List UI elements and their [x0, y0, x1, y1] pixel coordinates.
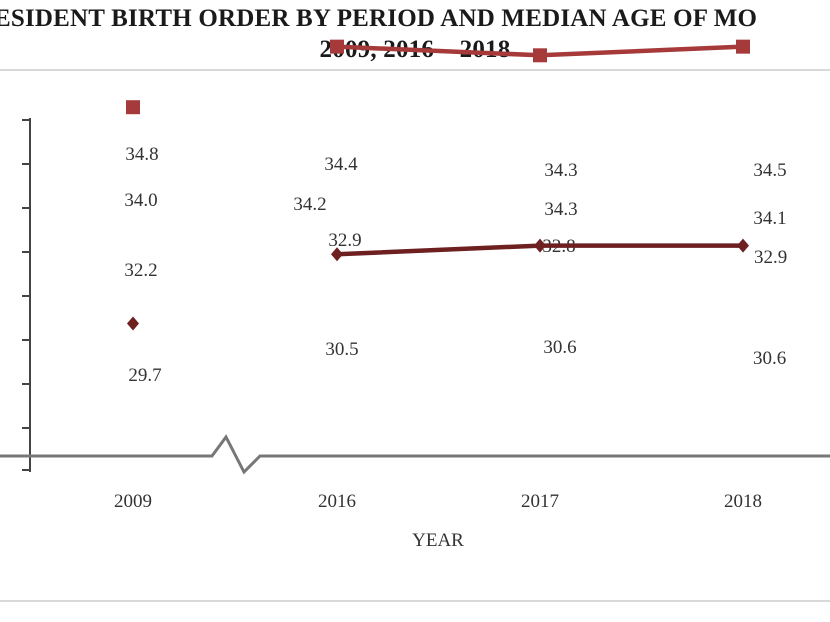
series-4-point-2017 — [534, 238, 546, 253]
series-1-data-label-2016: 34.4 — [324, 154, 358, 175]
x-tick-label-2009: 2009 — [114, 491, 152, 512]
series-1-data-label-2017: 34.3 — [544, 160, 577, 181]
series-3-data-label-2016: 32.9 — [328, 230, 361, 251]
series-2-data-label-2009: 34.0 — [124, 190, 157, 211]
series-2-data-label-2018: 34.1 — [753, 208, 786, 229]
x-axis-break-line — [0, 434, 830, 475]
series-1-data-label-2018: 34.5 — [753, 160, 786, 181]
series-3-point-2016 — [330, 39, 344, 54]
series-4-point-2018 — [737, 238, 749, 253]
series-4-data-label-2017: 30.6 — [543, 337, 576, 358]
x-axis-title: YEAR — [412, 530, 464, 551]
series-4-data-label-2016: 30.5 — [325, 339, 358, 360]
series-4-data-label-2018: 30.6 — [753, 348, 786, 369]
x-tick-label-2017: 2017 — [521, 491, 559, 512]
x-tick-label-2018: 2018 — [724, 491, 762, 512]
chart-title-line-1: ESIDENT BIRTH ORDER BY PERIOD AND MEDIAN… — [0, 5, 758, 32]
series-2-data-label-2016: 34.2 — [293, 194, 326, 215]
series-3-data-label-2018: 32.9 — [754, 247, 787, 268]
series-3-data-label-2009: 32.2 — [124, 260, 157, 281]
series-2-data-label-2017: 34.3 — [544, 199, 577, 220]
x-tick-label-2016: 2016 — [318, 491, 356, 512]
series-2: 34.0 34.2 34.3 34.1 — [124, 190, 786, 229]
top-divider — [0, 69, 830, 71]
bottom-divider — [0, 600, 830, 602]
series-1: 34.8 34.4 34.3 34.5 — [125, 144, 786, 181]
series-3-point-2009 — [126, 100, 140, 115]
series-3-point-2017 — [533, 48, 547, 63]
series-3: 32.232.9 32.832.9 — [124, 44, 787, 281]
series-4-point-2009 — [127, 316, 139, 331]
series-3-point-2018 — [736, 39, 750, 54]
series-4-data-label-2009: 29.7 — [128, 365, 161, 386]
series-4-point-2016 — [331, 247, 343, 262]
series-1-data-label-2009: 34.8 — [125, 144, 158, 165]
series-4: 29.7 30.5 30.6 30.6 — [128, 243, 786, 386]
